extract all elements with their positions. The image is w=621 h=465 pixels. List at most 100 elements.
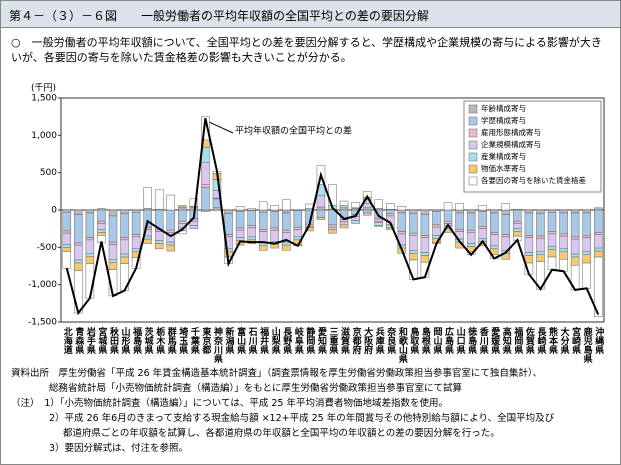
bar-segment	[386, 227, 395, 230]
bar-segment	[235, 206, 245, 211]
bar-segment	[489, 209, 499, 214]
note: 3）要因分解式は、付注を参照。	[49, 443, 189, 454]
legend-label: 学歴構成寄与	[481, 115, 526, 125]
bar-segment	[432, 226, 441, 236]
bar-segment	[316, 206, 326, 211]
bar-segment	[501, 209, 511, 215]
annotation: 平均年収額の全国平均との差	[235, 125, 352, 137]
bar-segment	[547, 231, 557, 235]
bar-segment	[397, 231, 407, 235]
bar-segment	[432, 224, 441, 228]
x-tick-label: 高知県	[501, 326, 512, 355]
bar-segment	[593, 234, 603, 249]
bar-segment	[85, 239, 95, 254]
bar-segment	[582, 237, 591, 253]
bar-segment	[120, 209, 129, 214]
bar-segment	[386, 213, 395, 217]
bar-segment	[201, 187, 210, 211]
x-tick-label: 岩手県	[85, 326, 97, 355]
bar-segment	[62, 247, 72, 253]
bar-segment	[189, 198, 199, 207]
x-tick-label: 静岡県	[304, 326, 315, 355]
bar-segment	[282, 212, 291, 231]
bar-segment	[97, 209, 106, 222]
bar-segment	[559, 259, 568, 272]
bar-segment	[189, 225, 199, 229]
bar-segment	[339, 200, 349, 206]
bar-segment	[178, 206, 187, 211]
bar-segment	[282, 241, 291, 246]
bar-segment	[489, 234, 499, 247]
bar-segment	[154, 240, 164, 244]
x-tick-label: 奈良県	[385, 326, 397, 355]
source-line: 資料出所 厚生労働省「平成 26 年賃金構造基本統計調査」（調査票情報を厚生労働…	[11, 368, 543, 379]
bar-segment	[466, 209, 476, 214]
bar-segment	[524, 209, 534, 214]
bar-segment	[131, 236, 141, 250]
x-tick-label: 愛知県	[316, 326, 328, 355]
note: 都道府県ごとの年収額を試算し、各都道府県の年収額と全国平均の年収額との差の要因分…	[63, 428, 500, 439]
bar-segment	[62, 244, 72, 248]
bar-segment	[513, 231, 522, 237]
bar-segment	[397, 209, 407, 214]
bar-segment	[293, 229, 303, 238]
bar-segment	[97, 229, 106, 233]
legend-swatch	[468, 128, 478, 138]
x-tick-label: 香川県	[478, 326, 490, 355]
x-tick-label: 鳥取県	[408, 326, 419, 355]
x-tick-label: 茨城県	[143, 326, 154, 355]
bar-segment	[305, 227, 314, 232]
bar-segment	[420, 235, 430, 238]
x-tick-label: 石川県	[247, 327, 259, 355]
bar-segment	[374, 225, 383, 227]
bar-segment	[131, 234, 141, 238]
bar-segment	[443, 209, 453, 222]
bar-segment	[108, 244, 118, 260]
bar-segment	[536, 209, 545, 214]
bar-segment	[247, 208, 256, 211]
legend-label: 雇用形態構成寄与	[481, 127, 541, 137]
x-tick-label: 岐阜県	[293, 326, 304, 355]
y-unit: (千円)	[31, 83, 56, 94]
bar-segment	[362, 209, 372, 214]
bar-segment	[559, 251, 568, 260]
bar-segment	[593, 207, 603, 211]
x-tick-label: 大阪府	[362, 326, 373, 355]
legend-label: 産業構成寄与	[481, 151, 526, 161]
x-tick-label: 山形県	[120, 326, 131, 355]
bar-segment	[409, 235, 418, 251]
x-tick-label: 沖縄県	[593, 326, 604, 355]
x-tick-label: 鹿児島県	[582, 326, 594, 364]
line	[65, 117, 600, 316]
bar-segment	[409, 253, 418, 261]
bar-segment	[120, 239, 129, 255]
bar-segment	[201, 116, 210, 141]
bar-segment	[62, 230, 72, 234]
bar-segment	[120, 237, 129, 241]
bar-segment	[201, 184, 210, 188]
bar-segment	[328, 209, 337, 226]
bar-segment	[316, 217, 326, 220]
x-tick-label: 岡山県	[431, 327, 442, 355]
bar-segment	[74, 242, 83, 246]
bar-segment	[536, 251, 545, 256]
chart: (千円) -1,500 -1,000 -500 0 500 1,000 1,500 北海道 青森県…	[28, 83, 605, 364]
bar-segment	[559, 212, 568, 235]
source: 資料出所 厚生労働省「平成 26 年賃金構造基本統計調査」（調査票情報を厚生労働…	[11, 366, 616, 456]
bar-segment	[582, 209, 591, 214]
x-tick-label: 神奈川県	[212, 326, 224, 364]
bar-segment	[258, 201, 268, 211]
bar-segment	[501, 234, 511, 238]
bar-segment	[74, 244, 83, 261]
bar-segment	[386, 203, 395, 210]
bar-segment	[235, 211, 245, 229]
bar-segment	[62, 251, 72, 269]
bar-segment	[420, 255, 430, 263]
bar-segment	[270, 211, 279, 229]
x-tick-label: 長野県	[281, 327, 292, 355]
header: 第４－（３）－６図 一般労働者の平均年収額の全国平均との差の要因分解	[1, 1, 620, 28]
bar-segment	[536, 235, 545, 239]
legend-label: 年齢構成寄与	[481, 103, 526, 113]
note: 2）平成 26 年6月のきまって支給する現金給与額 ×12+平成 25 年の年間…	[49, 413, 555, 424]
bar-segment	[489, 212, 499, 233]
